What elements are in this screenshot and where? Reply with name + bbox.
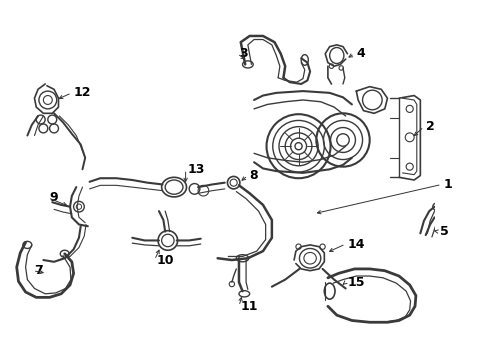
Text: 4: 4 [356, 47, 365, 60]
Text: 1: 1 [443, 178, 451, 191]
Text: 5: 5 [439, 225, 448, 238]
Text: 2: 2 [425, 120, 433, 133]
Text: 15: 15 [347, 276, 364, 289]
Text: 6: 6 [487, 234, 488, 247]
Text: 13: 13 [187, 163, 204, 176]
Text: 14: 14 [347, 238, 364, 251]
Text: 9: 9 [49, 191, 58, 204]
Text: 11: 11 [240, 300, 258, 313]
Text: 3: 3 [239, 47, 247, 60]
Text: 12: 12 [74, 86, 91, 99]
Text: 8: 8 [249, 169, 258, 182]
Text: 10: 10 [156, 253, 173, 266]
Text: 7: 7 [35, 264, 43, 277]
